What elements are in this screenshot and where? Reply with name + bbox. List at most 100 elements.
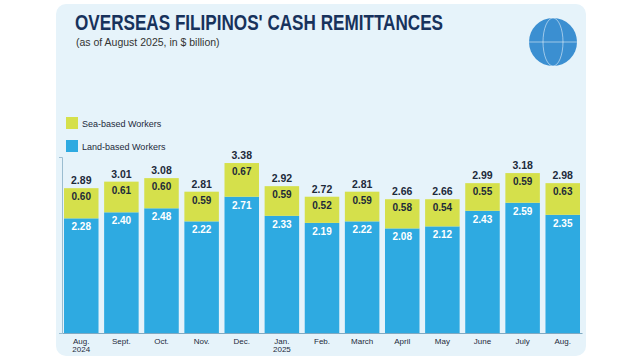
x-tick: Aug.2024 [72, 333, 90, 354]
x-tick: Jan.2025 [273, 333, 291, 354]
data-label: 2.48 [152, 211, 172, 222]
bar [345, 221, 380, 333]
data-label: 2.22 [192, 224, 212, 235]
bar-series [64, 197, 580, 333]
x-tick-label: Oct. [154, 337, 169, 346]
total-label: 3.18 [512, 159, 533, 171]
bar [144, 178, 179, 208]
total-label: 2.81 [352, 178, 373, 190]
chart: OVERSEAS FILIPINOS' CASH REMITTANCES(as … [0, 0, 640, 360]
x-tick: April [394, 333, 410, 346]
y-axis [59, 158, 63, 334]
data-label: 0.54 [433, 202, 453, 213]
x-tick: Nov. [194, 333, 210, 346]
bar [505, 203, 540, 333]
total-label: 2.66 [432, 185, 453, 197]
data-label: 0.59 [192, 195, 212, 206]
legend: Sea-based Workers Land-based Workers [66, 117, 166, 152]
total-label: 2.92 [272, 172, 293, 184]
bar [345, 192, 380, 222]
x-tick-label: Sept. [112, 337, 131, 346]
x-tick: July [516, 333, 530, 346]
bar [64, 218, 99, 333]
data-label: 0.59 [352, 195, 372, 206]
data-label: 0.67 [232, 166, 252, 177]
bar [305, 197, 340, 223]
data-label: 2.35 [553, 218, 573, 229]
data-label: 2.59 [513, 206, 533, 217]
data-label: 2.71 [232, 200, 252, 211]
x-tick-label-line: 2024 [72, 345, 90, 354]
data-label: 0.60 [72, 191, 92, 202]
bar [505, 173, 540, 203]
data-label: 2.33 [272, 219, 292, 230]
total-label: 3.01 [111, 168, 132, 180]
x-tick-label: March [351, 337, 373, 346]
bar [104, 212, 139, 333]
total-label: 2.66 [392, 185, 413, 197]
data-label: 0.55 [473, 186, 493, 197]
globe-shape [529, 42, 577, 43]
x-tick: March [351, 333, 373, 346]
bar [465, 211, 500, 333]
x-tick-label: Nov. [194, 337, 210, 346]
total-label: 2.72 [312, 183, 333, 195]
x-tick: May [435, 333, 450, 346]
legend-label: Land-based Workers [82, 142, 166, 152]
bar [425, 226, 460, 333]
data-label: 2.19 [312, 226, 332, 237]
globe-shape [529, 18, 577, 66]
data-label: 2.40 [112, 215, 132, 226]
data-label: 0.59 [513, 176, 533, 187]
bar [144, 208, 179, 333]
x-tick-label-line: Jan. [274, 337, 289, 346]
subtitle: (as of August 2025, in $ billion) [76, 36, 220, 48]
x-tick-label: July [516, 337, 530, 346]
x-tick-label: Jan.2025 [273, 337, 291, 355]
bar [104, 182, 139, 213]
data-label: 0.60 [152, 181, 172, 192]
legend-label: Sea-based Workers [82, 119, 162, 129]
x-tick: Feb. [314, 333, 330, 346]
total-label: 2.89 [71, 174, 92, 186]
bar [385, 228, 420, 333]
data-label: 0.58 [393, 202, 413, 213]
bar-series [64, 163, 580, 228]
bar [184, 192, 219, 222]
total-label: 2.98 [553, 169, 574, 181]
bar [385, 199, 420, 228]
bar [265, 216, 300, 333]
data-label: 2.22 [352, 224, 372, 235]
x-tick-label: Feb. [314, 337, 330, 346]
y-tick-mark [59, 333, 62, 334]
data-label: 2.28 [72, 221, 92, 232]
bars [64, 163, 580, 333]
data-label: 0.59 [272, 189, 292, 200]
legend-swatch [66, 140, 78, 152]
total-label: 3.08 [151, 164, 172, 176]
title: OVERSEAS FILIPINOS' CASH REMITTANCES [75, 10, 443, 35]
data-labels: 2.282.402.482.222.712.332.192.222.082.12… [71, 149, 573, 242]
x-axis-line [63, 333, 583, 334]
bar [465, 183, 500, 211]
x-tick-label: Dec. [234, 337, 250, 346]
data-label: 0.61 [112, 185, 132, 196]
bar [225, 163, 260, 197]
total-label: 2.99 [472, 169, 493, 181]
bar [425, 199, 460, 226]
x-tick-label-line: Aug. [73, 337, 89, 346]
x-tick: Aug. [555, 333, 571, 346]
x-tick-label: April [394, 337, 410, 346]
x-tick: June [474, 333, 492, 346]
x-tick-label: May [435, 337, 450, 346]
globe-icon [529, 18, 577, 66]
bar [64, 188, 99, 218]
x-tick-label-line: 2025 [273, 345, 291, 354]
total-label: 3.38 [232, 149, 253, 161]
data-label: 2.43 [473, 214, 493, 225]
x-tick: Oct. [154, 333, 169, 346]
bar [184, 221, 219, 333]
y-tick [59, 333, 62, 334]
bar [545, 215, 580, 333]
bar [305, 223, 340, 333]
